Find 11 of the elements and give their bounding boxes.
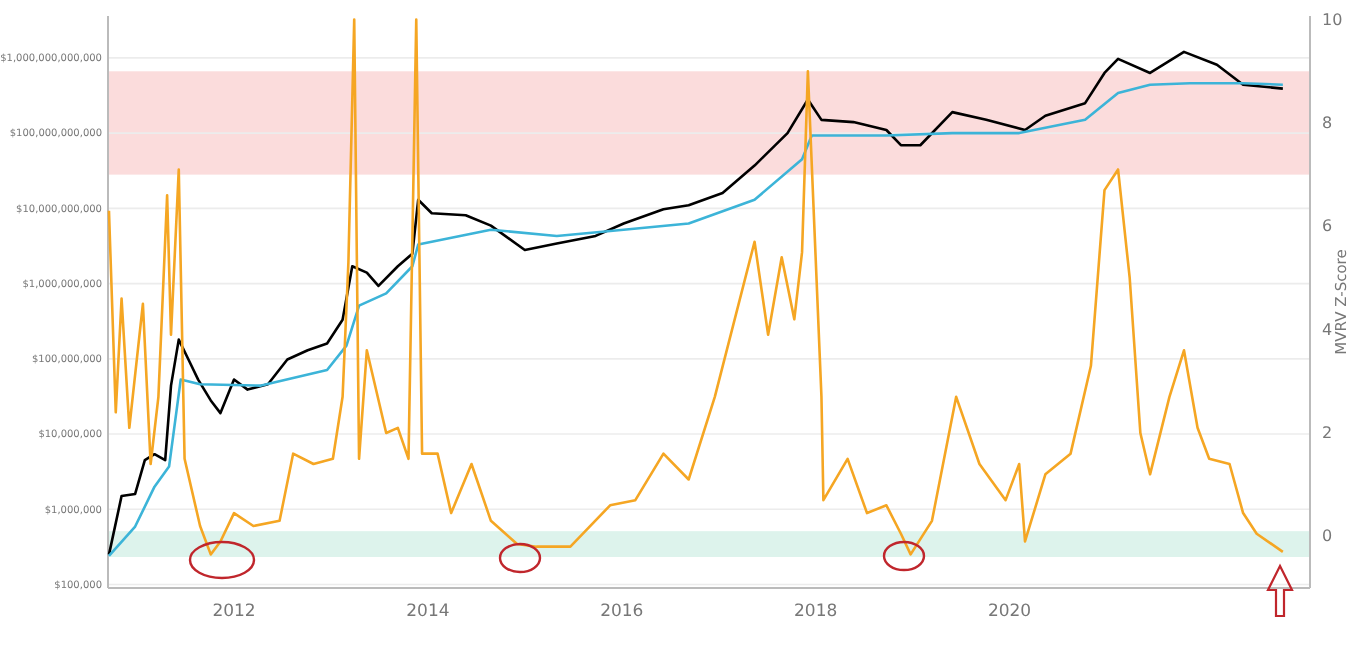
y2-tick-label: 8 [1322,114,1333,133]
y2-tick-label: 10 [1322,10,1343,29]
y2-tick-label: 0 [1322,527,1333,546]
x-tick-label: 2018 [793,602,838,623]
y2-tick-label: 2 [1322,424,1333,443]
x-tick-label: 2014 [406,602,450,623]
y2-tick-label: 4 [1322,320,1333,339]
y2-tick-label: 6 [1322,217,1333,236]
x-tick-label: 2012 [212,602,256,623]
x-tick-label: 2020 [987,602,1032,623]
x-tick-label: 2016 [600,602,644,623]
